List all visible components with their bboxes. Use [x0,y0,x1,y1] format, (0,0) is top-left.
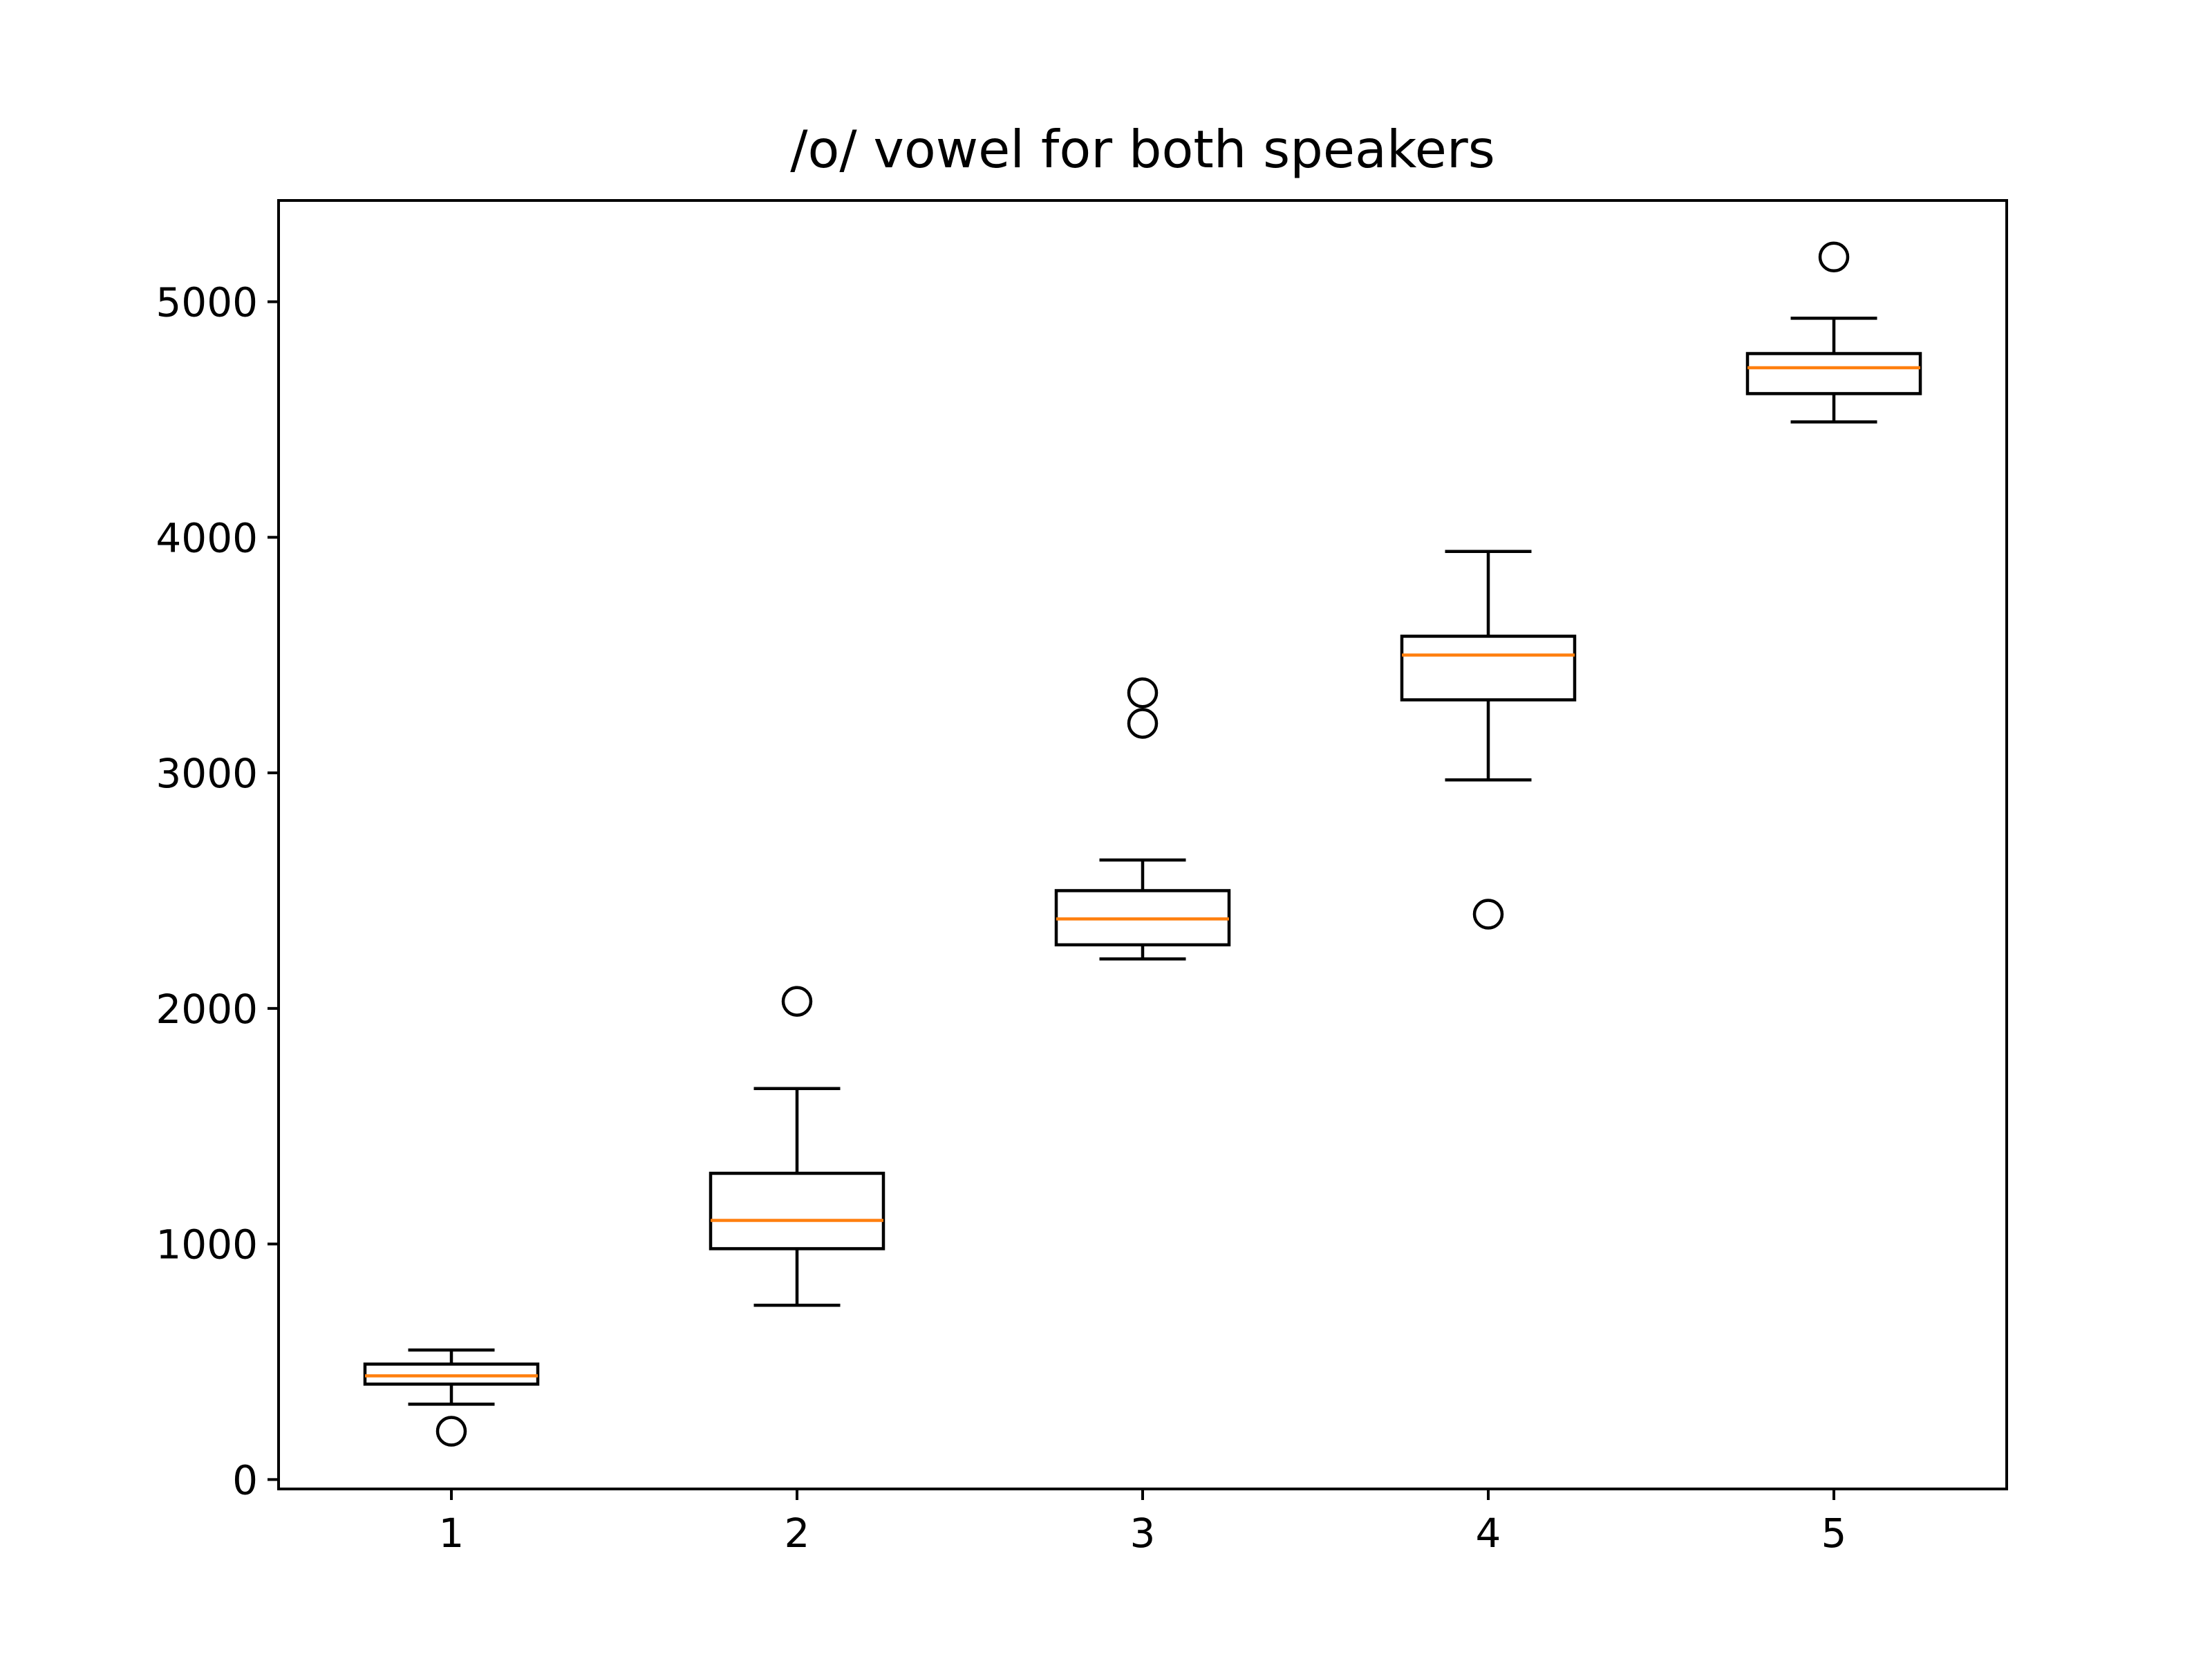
box-4 [1400,550,1577,930]
y-tick-label: 3000 [156,750,258,797]
outlier-point [1127,708,1159,739]
plot-frame [277,199,2008,1490]
y-tick-label: 5000 [156,279,258,326]
box-1 [363,1348,540,1447]
outlier-point [435,1416,467,1447]
y-axis: 0 1000 2000 3000 4000 5000 [156,279,279,1503]
box-3 [1054,677,1231,961]
x-axis: 1 2 3 4 5 [439,1489,1847,1557]
iqr-box [363,1362,540,1386]
x-tick-label: 2 [785,1510,810,1557]
x-tick-label: 3 [1130,1510,1156,1557]
outlier-point [781,986,813,1017]
box-5 [1745,241,1922,424]
iqr-box [709,1172,885,1250]
x-tick-label: 1 [439,1510,465,1557]
box-2 [709,986,885,1307]
outlier-point [1127,677,1159,709]
chart-title: /o/ vowel for both speakers [790,119,1495,180]
box-series [363,241,1922,1447]
iqr-box [1745,352,1922,395]
y-tick-label: 2000 [156,986,258,1033]
outlier-point [1818,241,1850,273]
y-tick-label: 1000 [156,1221,258,1268]
y-tick-label: 0 [232,1456,258,1503]
iqr-box [1400,635,1577,702]
outlier-point [1472,899,1504,930]
y-tick-label: 4000 [156,514,258,561]
x-tick-label: 5 [1821,1510,1847,1557]
x-tick-label: 4 [1476,1510,1501,1557]
